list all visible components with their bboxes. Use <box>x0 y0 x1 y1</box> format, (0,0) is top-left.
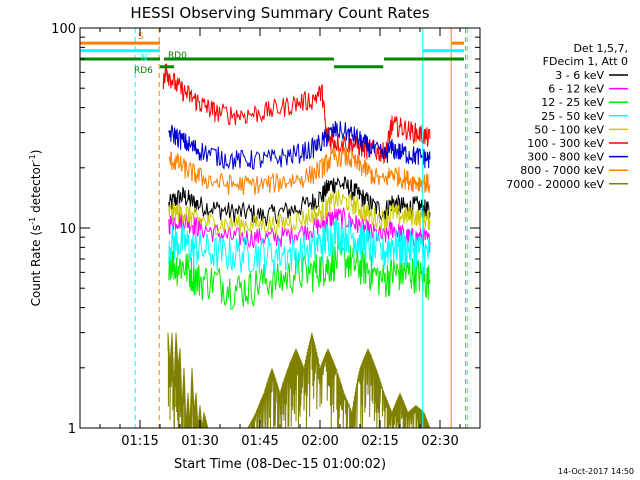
series-line-6 <box>162 63 431 165</box>
series-line-1 <box>168 176 431 227</box>
x-tick-label-1: 01:15 <box>121 434 158 449</box>
status-bar-label-rd6: RD6 <box>134 66 153 76</box>
legend-header-1: Det 1,5,7, <box>573 42 628 55</box>
status-bar-label-n: N <box>141 54 148 64</box>
y-tick-label-3: 100 <box>51 22 76 37</box>
y-axis-label-main: Count Rate (s <box>29 225 43 307</box>
series-layer <box>162 63 431 429</box>
legend-label-2: 6 - 12 keV <box>548 83 604 96</box>
y-tick-label-2: 10 <box>59 222 76 237</box>
axis-ticks-layer: 01:15 01:30 01:45 02:00 02:15 02:30 1 10 100 <box>51 22 480 449</box>
legend-label-6: 100 - 300 keV <box>527 137 604 150</box>
chart-title: HESSI Observing Summary Count Rates <box>130 4 429 22</box>
legend-label-5: 50 - 100 keV <box>534 123 604 136</box>
y-axis-label-mid: detector <box>29 162 43 217</box>
series-line-4 <box>168 216 431 275</box>
series-line-5 <box>168 189 431 236</box>
legend-label-4: 25 - 50 keV <box>541 110 604 123</box>
markers-layer <box>134 28 468 428</box>
y-axis-label: Count Rate (s-1 detector-1) <box>28 150 43 307</box>
series-line-9 <box>167 332 430 429</box>
x-axis-label: Start Time (08-Dec-15 01:00:02) <box>174 457 386 472</box>
status-bar-label-rd0: RD0 <box>168 51 187 61</box>
x-tick-label-2: 01:30 <box>181 434 218 449</box>
generated-timestamp: 14-Oct-2017 14:50 <box>558 467 634 476</box>
legend-label-9: 7000 - 20000 keV <box>506 178 604 191</box>
y-tick-label-1: 1 <box>68 422 76 437</box>
series-line-3 <box>168 241 431 310</box>
y-axis-label-sup2: -1 <box>28 154 37 162</box>
x-tick-label-6: 02:30 <box>421 434 458 449</box>
y-axis-label-end: ) <box>29 150 43 155</box>
legend-label-8: 800 - 7000 keV <box>520 164 604 177</box>
status-bar-label-s: S <box>138 32 144 42</box>
legend-header-2: FDecim 1, Att 0 <box>543 55 628 68</box>
status-bars-layer: S N RD0 RD6 <box>80 32 464 76</box>
x-tick-label-4: 02:00 <box>301 434 338 449</box>
x-tick-label-5: 02:15 <box>361 434 398 449</box>
legend-label-3: 12 - 25 keV <box>541 96 604 109</box>
series-line-7 <box>168 120 431 170</box>
legend-label-1: 3 - 6 keV <box>555 69 604 82</box>
y-axis-label-sup1: -1 <box>28 217 37 225</box>
legend-label-7: 300 - 800 keV <box>527 151 604 164</box>
x-tick-label-3: 01:45 <box>241 434 278 449</box>
series-line-8 <box>168 146 431 196</box>
